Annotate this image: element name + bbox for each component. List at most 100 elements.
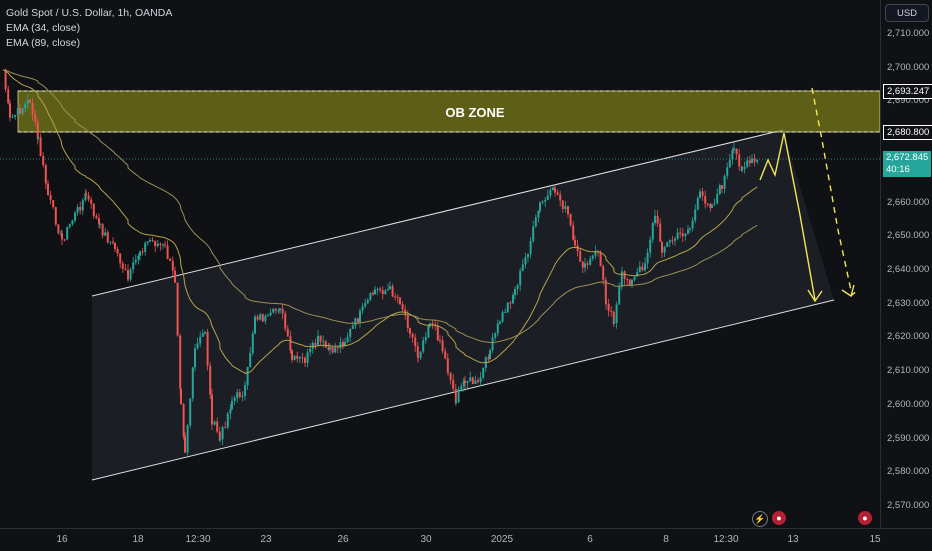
candle-body bbox=[166, 245, 169, 259]
candle-body bbox=[79, 206, 82, 211]
candle-body bbox=[191, 367, 194, 399]
ob-zone-label: OB ZONE bbox=[445, 105, 505, 120]
candle-body bbox=[482, 367, 485, 378]
us-flag-icon[interactable]: ● bbox=[772, 511, 786, 525]
symbol-title[interactable]: Gold Spot / U.S. Dollar, 1h, OANDA bbox=[6, 7, 173, 19]
candle-body bbox=[394, 296, 397, 298]
price-tick-label: 2,690.000 bbox=[887, 95, 930, 107]
candle-body bbox=[416, 346, 419, 357]
projection-dashed-arrow[interactable] bbox=[811, 87, 859, 297]
ema-34-legend[interactable]: EMA (34, close) bbox=[6, 22, 81, 34]
price-tick-label: 2,700.000 bbox=[887, 61, 930, 73]
time-axis[interactable]: 16 18 12:30 23 26 30 2025 6 8 12:30 13 15 bbox=[0, 528, 932, 551]
candle-body bbox=[711, 204, 713, 208]
candle-body bbox=[154, 240, 157, 247]
candle-body bbox=[417, 356, 419, 358]
price-axis[interactable]: USD 2,710.000 2,700.000 2,690.000 2,660.000… bbox=[880, 0, 932, 528]
candle-body bbox=[589, 258, 592, 265]
candle-body bbox=[194, 348, 196, 368]
candle-body bbox=[162, 244, 164, 246]
price-tick-label: 2,580.000 bbox=[887, 466, 930, 478]
ema-89-legend[interactable]: EMA (89, close) bbox=[6, 37, 81, 49]
candle-body bbox=[179, 335, 182, 389]
candle-body bbox=[342, 342, 344, 346]
candle-body bbox=[127, 277, 129, 280]
candle-body bbox=[504, 311, 507, 313]
channel-fill bbox=[92, 130, 834, 480]
candle-body bbox=[31, 102, 34, 115]
candle-body bbox=[466, 380, 469, 383]
candle-body bbox=[524, 257, 527, 265]
candle-body bbox=[104, 232, 107, 236]
candle-body bbox=[74, 212, 76, 217]
candle-body bbox=[723, 175, 726, 189]
candle-body bbox=[47, 183, 49, 195]
candle-body bbox=[101, 223, 104, 236]
candle-body bbox=[696, 198, 699, 210]
candle-body bbox=[224, 427, 227, 429]
projection-solid-arrow[interactable] bbox=[759, 132, 816, 301]
us-flag-icon[interactable]: ● bbox=[858, 511, 872, 525]
candle-body bbox=[351, 325, 354, 330]
candle-body bbox=[441, 340, 444, 352]
candle-body bbox=[132, 262, 135, 270]
candle-body bbox=[666, 242, 669, 248]
projection-dashed-arrowhead bbox=[841, 284, 855, 298]
candle-body bbox=[469, 377, 472, 381]
candle-body bbox=[559, 194, 562, 201]
candle-body bbox=[751, 158, 753, 163]
candle-body bbox=[684, 233, 687, 237]
candle-body bbox=[567, 206, 569, 215]
candle-body bbox=[381, 290, 384, 295]
candle-body bbox=[112, 241, 114, 243]
candle-body bbox=[401, 304, 404, 310]
candle-body bbox=[42, 156, 45, 166]
candle-body bbox=[579, 250, 582, 262]
candle-body bbox=[156, 243, 159, 247]
candle-body bbox=[244, 385, 246, 388]
candle-body bbox=[49, 194, 52, 201]
channel-upper-line[interactable] bbox=[91, 129, 784, 297]
time-axis-label: 6 bbox=[587, 534, 593, 545]
ob-top-price-tag: 2,693.247 bbox=[883, 84, 932, 99]
candle-body bbox=[541, 201, 544, 203]
candle-body bbox=[346, 337, 349, 343]
candle-body bbox=[84, 193, 87, 201]
candle-body bbox=[431, 323, 434, 325]
candle-body bbox=[411, 333, 414, 338]
candle-body bbox=[436, 326, 439, 341]
candle-body bbox=[607, 303, 610, 311]
candle-body bbox=[269, 312, 272, 316]
candle-body bbox=[731, 150, 734, 160]
chart-area[interactable]: Gold Spot / U.S. Dollar, 1h, OANDA EMA (… bbox=[0, 0, 880, 528]
currency-button[interactable]: USD bbox=[885, 4, 929, 22]
price-tick-label: 2,630.000 bbox=[887, 297, 930, 309]
lightning-icon[interactable]: ⚡ bbox=[752, 511, 768, 527]
candle-body bbox=[236, 392, 239, 398]
candle-body bbox=[519, 270, 522, 286]
channel-lower-line[interactable] bbox=[91, 299, 835, 481]
candle-body bbox=[633, 276, 636, 280]
candle-body bbox=[293, 355, 296, 360]
candle-body bbox=[561, 200, 564, 210]
candle-body bbox=[349, 329, 352, 338]
candle-body bbox=[374, 289, 376, 295]
time-axis-label: 12:30 bbox=[713, 534, 739, 545]
candle-body bbox=[537, 210, 540, 218]
candle-body bbox=[213, 421, 216, 425]
candle-body bbox=[671, 240, 674, 242]
candle-body bbox=[499, 321, 501, 324]
candle-body bbox=[396, 296, 399, 298]
candle-body bbox=[584, 263, 586, 268]
candle-body bbox=[464, 380, 466, 383]
candle-body bbox=[52, 200, 55, 208]
candle-body bbox=[209, 365, 212, 395]
candle-body bbox=[109, 241, 112, 243]
candle-body bbox=[460, 385, 463, 390]
candle-body bbox=[491, 337, 494, 351]
candle-body bbox=[419, 351, 422, 358]
candle-body bbox=[599, 252, 602, 267]
chart-canvas[interactable] bbox=[0, 0, 880, 528]
candle-body bbox=[718, 185, 721, 195]
candle-body bbox=[233, 397, 236, 401]
